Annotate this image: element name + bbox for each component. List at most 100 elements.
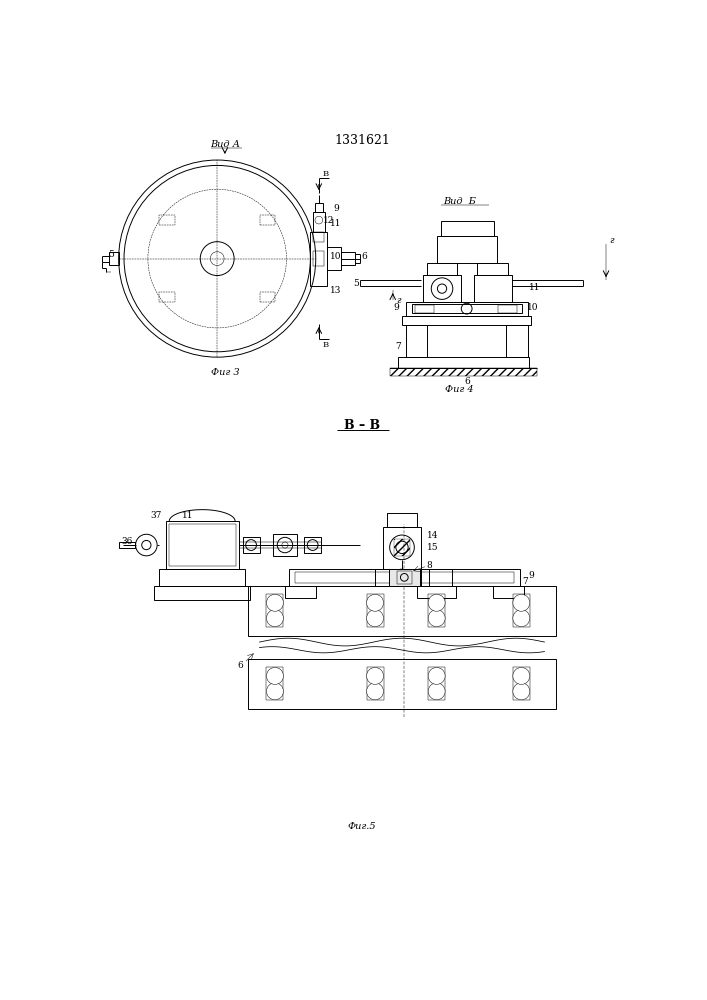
Bar [160, 215, 175, 225]
Text: 10: 10 [527, 303, 539, 312]
Bar [313, 232, 325, 242]
Text: В: В [322, 341, 329, 349]
Text: 7: 7 [522, 578, 528, 586]
Circle shape [513, 683, 530, 700]
Bar [366, 594, 383, 627]
Bar [248, 586, 556, 636]
Bar [154, 586, 250, 600]
Bar [398, 571, 411, 584]
Bar [493, 586, 524, 598]
Text: г: г [396, 296, 400, 305]
Bar [390, 368, 537, 376]
Text: 1331621: 1331621 [334, 134, 390, 147]
Bar [498, 305, 517, 312]
Bar [312, 212, 325, 232]
Bar [398, 357, 529, 368]
Bar [506, 325, 527, 357]
Text: 15: 15 [427, 543, 438, 552]
Text: 9: 9 [333, 204, 339, 213]
Bar [110, 252, 119, 265]
Bar [389, 569, 420, 586]
Text: 14: 14 [427, 531, 438, 540]
Bar [438, 236, 498, 263]
Bar [243, 537, 259, 553]
Bar [428, 594, 445, 627]
Text: 37: 37 [150, 511, 161, 520]
Circle shape [267, 610, 284, 627]
Bar [366, 667, 383, 700]
Bar [474, 275, 512, 302]
Circle shape [428, 667, 445, 684]
Bar [415, 305, 433, 312]
Circle shape [366, 667, 383, 684]
Text: 11: 11 [182, 511, 194, 520]
Bar [288, 569, 520, 586]
Bar [295, 572, 514, 583]
Circle shape [267, 667, 284, 684]
Bar [267, 667, 284, 700]
Bar [387, 513, 417, 527]
Bar [119, 542, 135, 548]
Bar [441, 221, 493, 236]
Text: Фиг 3: Фиг 3 [211, 368, 239, 377]
Bar [248, 659, 556, 709]
Text: 12: 12 [323, 216, 334, 225]
Bar [375, 569, 429, 586]
Text: 9: 9 [393, 303, 399, 312]
Bar [267, 594, 284, 627]
Bar [426, 263, 457, 275]
Circle shape [513, 594, 530, 611]
Circle shape [428, 610, 445, 627]
Circle shape [267, 594, 284, 611]
Bar [417, 586, 456, 598]
Text: Фиг 4: Фиг 4 [445, 385, 474, 394]
Text: г: г [609, 236, 614, 245]
Circle shape [513, 610, 530, 627]
Bar [406, 325, 428, 357]
Bar [513, 594, 530, 627]
Text: 11: 11 [330, 219, 341, 228]
Bar [304, 537, 321, 553]
Circle shape [366, 594, 383, 611]
Text: 5: 5 [108, 250, 114, 259]
Bar [421, 569, 452, 586]
Text: 6: 6 [464, 377, 470, 386]
Text: 10: 10 [330, 252, 341, 261]
Bar [406, 302, 527, 316]
Text: Вид  Б: Вид Б [443, 197, 477, 206]
Bar [160, 292, 175, 302]
Text: 6: 6 [361, 252, 367, 261]
Bar [315, 203, 322, 212]
Text: 11: 11 [530, 283, 541, 292]
Text: 5: 5 [354, 279, 359, 288]
Bar [513, 667, 530, 700]
Bar [477, 263, 508, 275]
Bar [165, 521, 239, 569]
Bar [399, 569, 404, 573]
Circle shape [366, 610, 383, 627]
Bar [394, 539, 411, 556]
Bar [402, 316, 532, 325]
Text: Фиг.5: Фиг.5 [348, 822, 376, 831]
Bar [274, 534, 296, 556]
Bar [169, 524, 235, 566]
Bar [428, 667, 445, 700]
Circle shape [366, 683, 383, 700]
Text: Вид А: Вид А [210, 140, 240, 149]
Bar [160, 569, 245, 586]
Text: 9: 9 [528, 571, 534, 580]
Bar [412, 304, 522, 313]
Bar [423, 275, 461, 302]
Bar [259, 215, 275, 225]
Bar [327, 247, 341, 270]
Circle shape [428, 594, 445, 611]
Text: 7: 7 [395, 342, 401, 351]
Bar [382, 527, 421, 569]
Bar [313, 251, 325, 266]
Circle shape [267, 683, 284, 700]
Text: В – В: В – В [344, 419, 380, 432]
Bar [259, 292, 275, 302]
Bar [310, 232, 327, 286]
Circle shape [428, 683, 445, 700]
Text: 13: 13 [330, 286, 341, 295]
